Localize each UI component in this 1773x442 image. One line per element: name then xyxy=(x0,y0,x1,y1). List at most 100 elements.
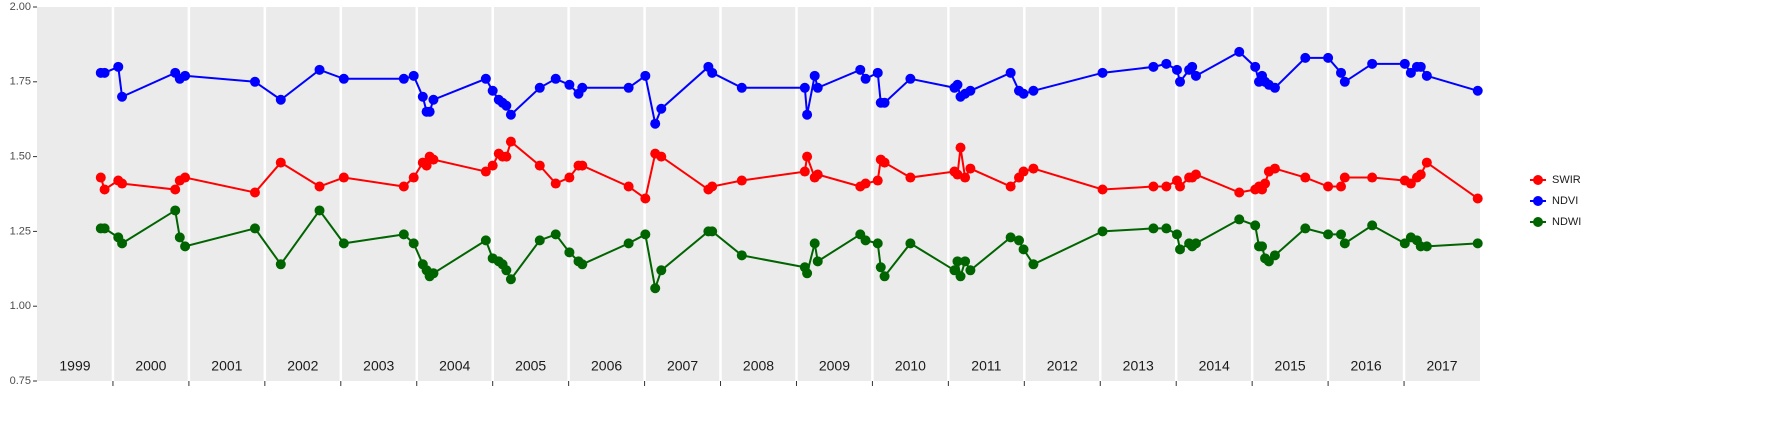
point xyxy=(421,160,432,171)
point xyxy=(99,184,110,195)
point xyxy=(180,172,191,183)
point xyxy=(1005,181,1016,192)
point xyxy=(170,184,181,195)
point xyxy=(1269,82,1280,93)
y-tick-label: 1.00 xyxy=(10,300,31,312)
point xyxy=(1336,67,1347,78)
point xyxy=(650,283,661,294)
point xyxy=(338,238,349,249)
point xyxy=(487,160,498,171)
point xyxy=(113,61,124,72)
point xyxy=(1415,61,1426,72)
point xyxy=(408,70,419,81)
point xyxy=(428,268,439,279)
point xyxy=(1300,52,1311,63)
year-label: 2008 xyxy=(743,358,774,374)
point xyxy=(249,223,260,234)
point xyxy=(1190,70,1201,81)
point xyxy=(314,205,325,216)
point xyxy=(1190,238,1201,249)
legend-label: NDWI xyxy=(1552,216,1581,228)
point xyxy=(955,142,966,153)
year-label: 2000 xyxy=(135,358,166,374)
year-label: 2007 xyxy=(667,358,698,374)
point xyxy=(1472,193,1483,204)
point xyxy=(905,238,916,249)
year-label: 2013 xyxy=(1123,358,1154,374)
point xyxy=(398,229,409,240)
point xyxy=(480,235,491,246)
point xyxy=(1269,250,1280,261)
point xyxy=(1269,163,1280,174)
point xyxy=(879,157,890,168)
point xyxy=(1399,58,1410,69)
point xyxy=(1300,223,1311,234)
point xyxy=(1187,61,1198,72)
point xyxy=(577,82,588,93)
point xyxy=(1472,85,1483,96)
point xyxy=(640,193,651,204)
point xyxy=(1148,61,1159,72)
year-label: 2004 xyxy=(439,358,470,374)
point xyxy=(707,181,718,192)
point xyxy=(965,85,976,96)
point xyxy=(879,271,890,282)
point xyxy=(656,103,667,114)
point xyxy=(1323,229,1334,240)
point xyxy=(1028,85,1039,96)
point xyxy=(1018,244,1029,255)
point xyxy=(872,238,883,249)
point xyxy=(860,178,871,189)
year-label: 2015 xyxy=(1275,358,1306,374)
point xyxy=(314,181,325,192)
point xyxy=(1028,163,1039,174)
point xyxy=(1415,169,1426,180)
point xyxy=(860,73,871,84)
point xyxy=(1097,67,1108,78)
point xyxy=(1097,226,1108,237)
point xyxy=(417,91,428,102)
point xyxy=(174,232,185,243)
year-label: 2012 xyxy=(1047,358,1078,374)
point xyxy=(398,181,409,192)
point xyxy=(180,241,191,252)
point xyxy=(1161,181,1172,192)
point xyxy=(640,229,651,240)
point xyxy=(1097,184,1108,195)
point xyxy=(249,187,260,198)
legend-key-point xyxy=(1533,217,1543,227)
legend-key-point xyxy=(1533,175,1543,185)
point xyxy=(564,172,575,183)
point xyxy=(487,85,498,96)
year-label: 2001 xyxy=(211,358,242,374)
point xyxy=(960,256,971,267)
point xyxy=(809,238,820,249)
year-label: 2017 xyxy=(1426,358,1457,374)
point xyxy=(802,268,813,279)
point xyxy=(1018,88,1029,99)
point xyxy=(249,76,260,87)
point xyxy=(99,223,110,234)
point xyxy=(650,118,661,129)
point xyxy=(1028,259,1039,270)
point xyxy=(905,73,916,84)
point xyxy=(656,151,667,162)
point xyxy=(180,70,191,81)
year-label: 2016 xyxy=(1351,358,1382,374)
point xyxy=(1421,157,1432,168)
point xyxy=(1339,172,1350,183)
point xyxy=(1005,232,1016,243)
point xyxy=(398,73,409,84)
point xyxy=(1300,172,1311,183)
point xyxy=(640,70,651,81)
point xyxy=(117,178,128,189)
y-tick-label: 1.50 xyxy=(10,151,31,163)
point xyxy=(1234,214,1245,225)
point xyxy=(564,79,575,90)
y-tick-label: 1.75 xyxy=(10,76,31,88)
point xyxy=(577,259,588,270)
y-tick-label: 0.75 xyxy=(10,375,31,387)
point xyxy=(623,181,634,192)
point xyxy=(1323,52,1334,63)
point xyxy=(1260,178,1271,189)
